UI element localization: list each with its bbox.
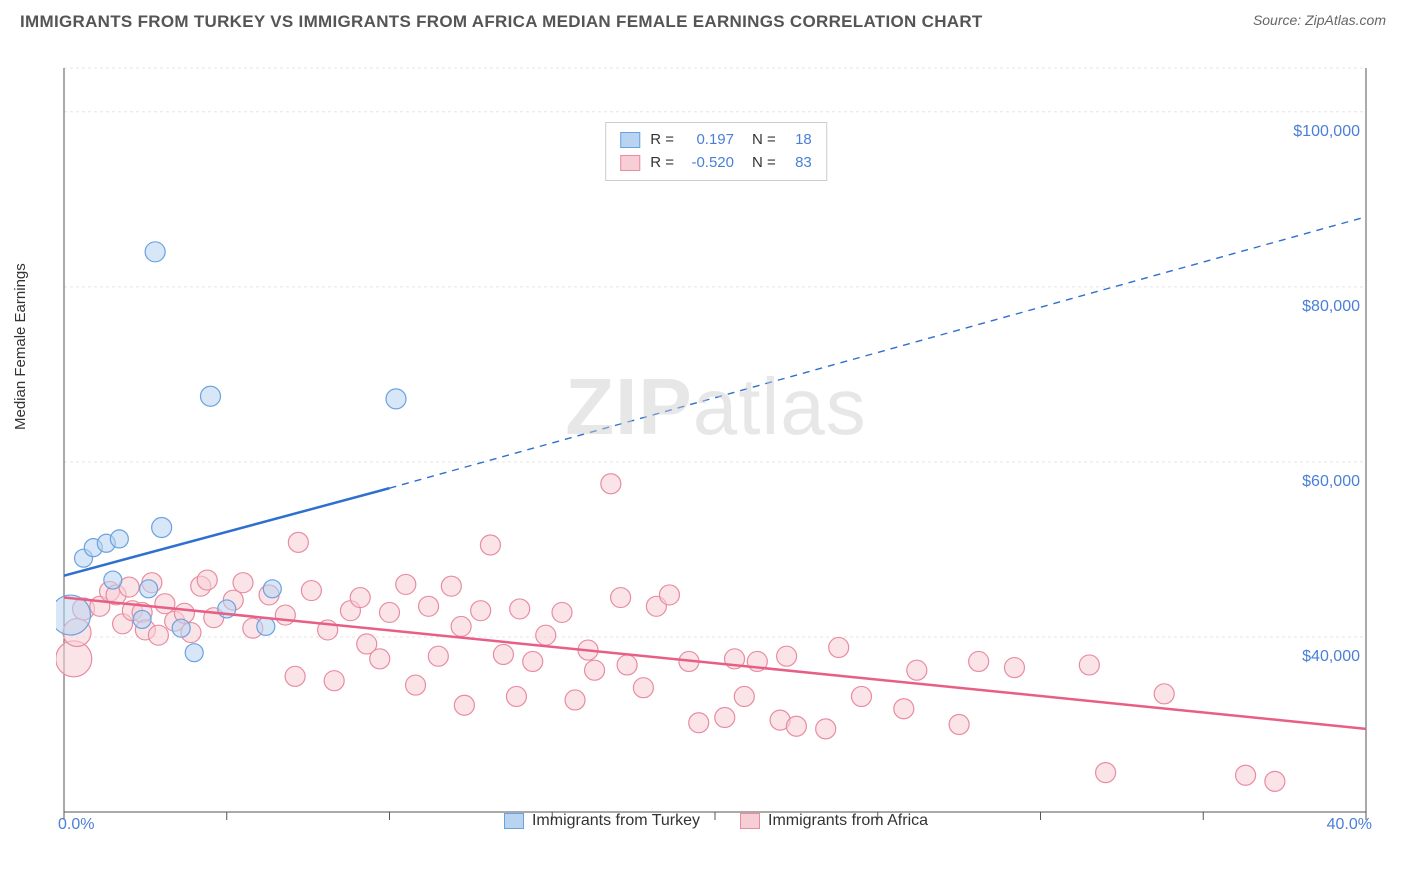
correlation-legend: R = 0.197 N = 18 R = -0.520 N = 83 [605, 122, 827, 181]
chart-plot-area: $40,000$60,000$80,000$100,000 ZIPatlas R… [56, 60, 1376, 830]
svg-text:$60,000: $60,000 [1302, 473, 1360, 490]
svg-text:$100,000: $100,000 [1293, 123, 1360, 140]
legend-row-turkey: R = 0.197 N = 18 [620, 129, 812, 152]
legend-swatch-africa-icon [740, 813, 760, 829]
legend-row-africa: R = -0.520 N = 83 [620, 152, 812, 175]
legend-item-africa: Immigrants from Africa [740, 812, 928, 830]
y-axis-label: Median Female Earnings [12, 263, 29, 430]
legend-item-turkey: Immigrants from Turkey [504, 812, 700, 830]
chart-source: Source: ZipAtlas.com [1253, 12, 1386, 28]
series-legend: Immigrants from Turkey Immigrants from A… [56, 812, 1376, 830]
chart-header: IMMIGRANTS FROM TURKEY VS IMMIGRANTS FRO… [0, 0, 1406, 40]
svg-text:$80,000: $80,000 [1302, 298, 1360, 315]
chart-title: IMMIGRANTS FROM TURKEY VS IMMIGRANTS FRO… [20, 12, 983, 32]
legend-swatch-africa [620, 155, 640, 171]
svg-text:$40,000: $40,000 [1302, 648, 1360, 665]
legend-swatch-turkey [620, 132, 640, 148]
legend-swatch-turkey-icon [504, 813, 524, 829]
